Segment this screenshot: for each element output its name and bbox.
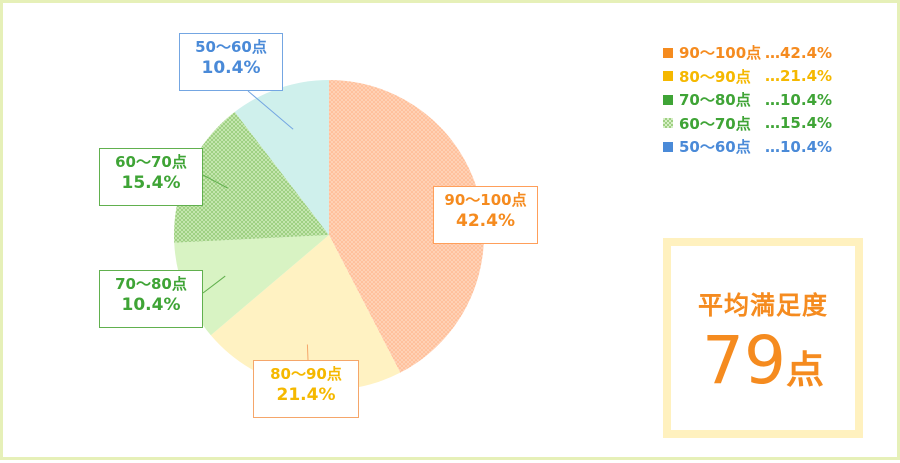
pie-slice-80-90 (210, 235, 401, 390)
average-unit: 点 (785, 348, 824, 392)
legend-percent-90-100: …42.4% (765, 43, 833, 62)
leader-line-70-80 (202, 275, 226, 294)
pie-slice-60-70 (174, 111, 329, 243)
callout-range-60-70: 60〜70点 (115, 153, 187, 171)
legend-percent-60-70: …15.4% (765, 114, 833, 133)
leader-line-80-90 (306, 344, 309, 361)
average-satisfaction-box: 平均満足度 79点 (663, 238, 863, 438)
legend-swatch-60-70 (663, 118, 673, 129)
legend-item-50-60: 50〜60点 …10.4% (663, 135, 832, 159)
legend-swatch-80-90 (663, 71, 673, 82)
callout-range-70-80: 70〜80点 (115, 275, 187, 293)
legend-percent-70-80: …10.4% (765, 90, 833, 109)
legend-item-90-100: 90〜100点 …42.4% (663, 41, 832, 65)
legend-swatch-70-80 (663, 94, 673, 105)
pie-slice-90-100 (329, 80, 484, 373)
pie-chart (174, 80, 484, 390)
legend-label-50-60: 50〜60点 (679, 138, 751, 157)
average-number: 79 (702, 322, 786, 399)
legend-label-60-70: 60〜70点 (679, 114, 751, 133)
callout-80-90: 80〜90点 21.4% (253, 360, 359, 418)
callout-percent-90-100: 42.4% (456, 211, 515, 231)
legend-label-90-100: 90〜100点 (679, 44, 762, 63)
legend-item-60-70: 60〜70点 …15.4% (663, 112, 832, 136)
legend-percent-80-90: …21.4% (765, 67, 833, 86)
callout-percent-50-60: 10.4% (201, 58, 261, 78)
callout-percent-60-70: 15.4% (121, 173, 181, 193)
callout-50-60: 50〜60点 10.4% (179, 33, 283, 91)
legend-label-80-90: 80〜90点 (679, 67, 751, 86)
callout-90-100: 90〜100点 42.4% (433, 186, 538, 244)
legend-item-70-80: 70〜80点 …10.4% (663, 88, 832, 112)
leader-line-50-60 (247, 90, 294, 130)
legend-item-80-90: 80〜90点 …21.4% (663, 65, 832, 89)
callout-60-70: 60〜70点 15.4% (99, 148, 203, 206)
legend-swatch-50-60 (663, 141, 673, 152)
callout-range-90-100: 90〜100点 (444, 191, 527, 209)
pie-slice-70-80 (174, 235, 329, 336)
callout-percent-70-80: 10.4% (121, 295, 181, 315)
legend: 90〜100点 …42.4% 80〜90点 …21.4% 70〜80点 …10.4% 60〜… (663, 41, 832, 159)
callout-70-80: 70〜80点 10.4% (99, 270, 203, 328)
average-title: 平均満足度 (697, 291, 828, 320)
callout-range-80-90: 80〜90点 (270, 365, 342, 383)
legend-swatch-90-100 (663, 47, 673, 58)
callout-range-50-60: 50〜60点 (195, 38, 267, 56)
legend-percent-50-60: …10.4% (765, 137, 833, 156)
pie-slice-50-60 (234, 80, 329, 235)
callout-percent-80-90: 21.4% (276, 385, 336, 405)
average-value: 79点 (671, 326, 855, 405)
legend-label-70-80: 70〜80点 (679, 91, 751, 110)
leader-line-60-70 (202, 174, 228, 189)
